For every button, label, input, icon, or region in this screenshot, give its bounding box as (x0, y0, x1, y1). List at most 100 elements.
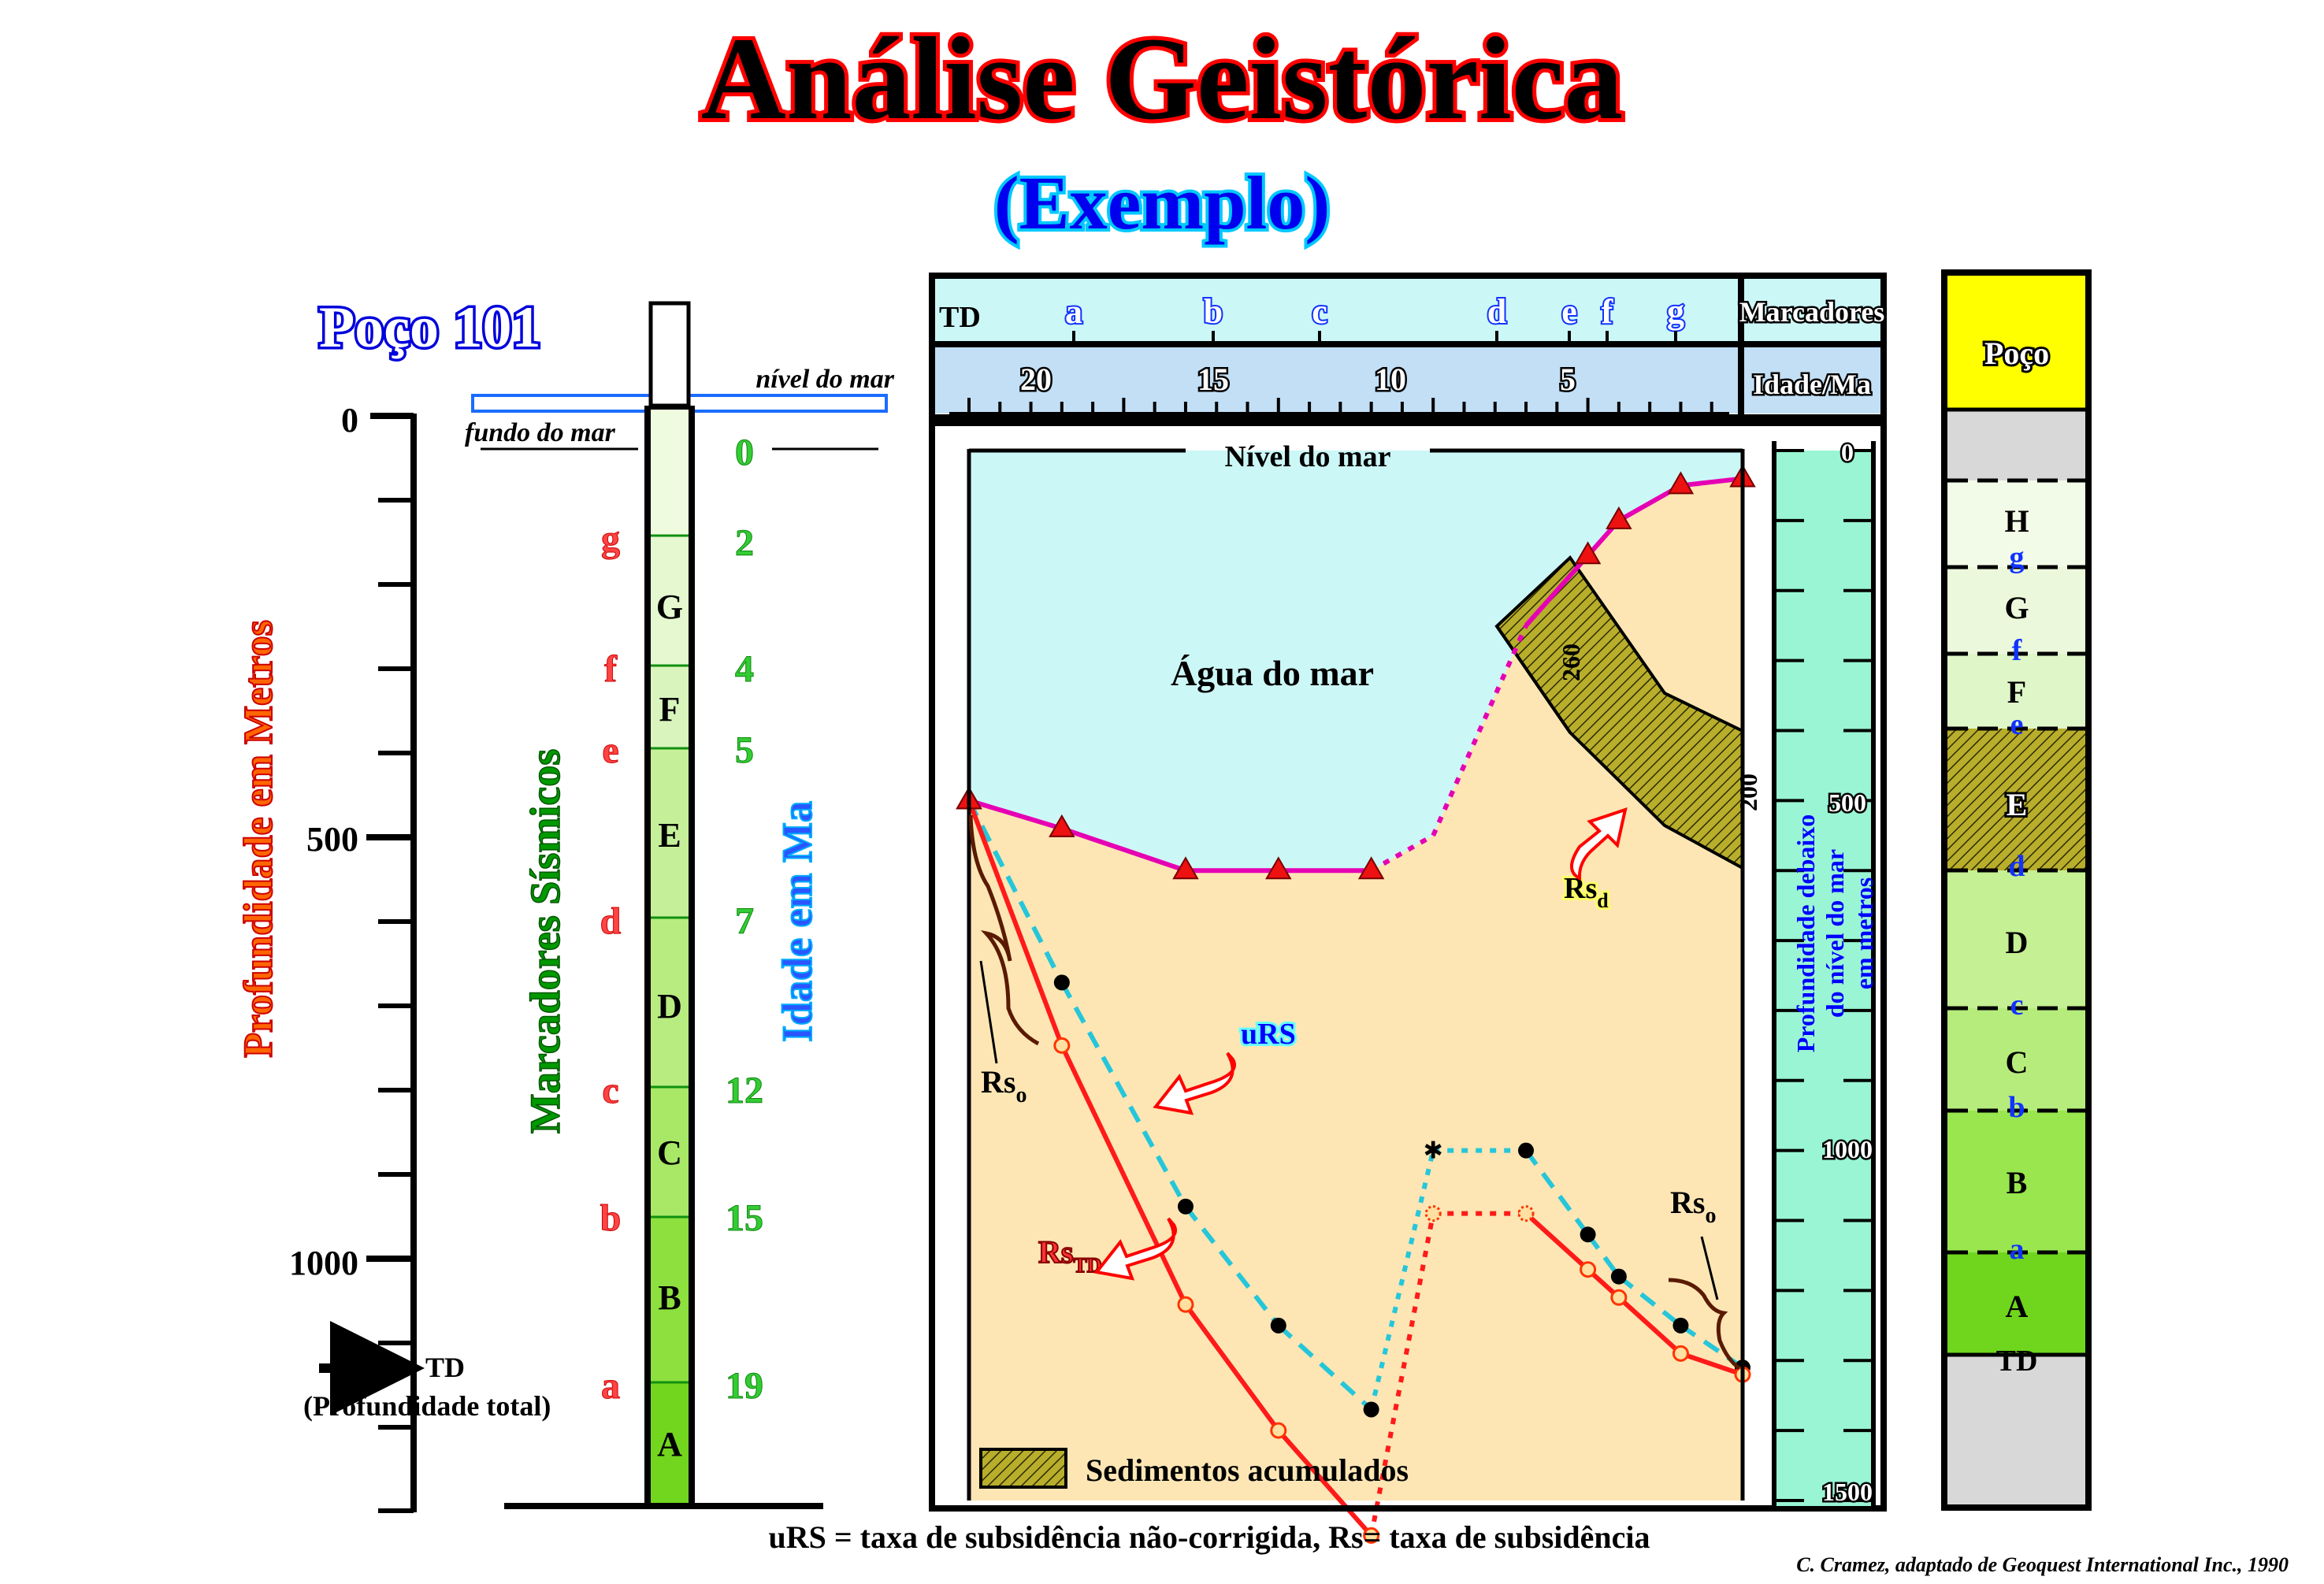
marker-letter: f (604, 648, 618, 690)
rs-point (1177, 1296, 1194, 1313)
markers-header: Marcadores (1739, 296, 1885, 328)
well-column-right (1941, 269, 2092, 1511)
thickness-260: 260 (1557, 644, 1585, 681)
td-caption: (Profundidade total) (303, 1390, 551, 1422)
rs-td-label: RsTD (1038, 1234, 1102, 1277)
urs-segment (1368, 1149, 1436, 1411)
formation-label: C (657, 1133, 682, 1172)
column-unit: A (2006, 1289, 2029, 1324)
column-marker: b (2008, 1091, 2025, 1124)
rs-point (1363, 1527, 1380, 1544)
sea-floor-segment (1524, 554, 1590, 628)
age-tick-label: 15 (1197, 362, 1229, 397)
sea-floor-point (1049, 814, 1075, 837)
urs-point (1053, 974, 1070, 991)
page-title: Análise Geistórica (701, 13, 1624, 144)
top-marker-label: e (1561, 292, 1577, 331)
column-marker: g (2010, 541, 2025, 574)
top-marker-label: d (1487, 292, 1506, 331)
sea-floor-segment (1370, 833, 1435, 873)
sea-floor-segment (1060, 826, 1186, 874)
urs-segment (1617, 1274, 1683, 1328)
age-strip (934, 347, 1738, 414)
urs-segment (1060, 981, 1188, 1208)
age-axis-label: Idade em Ma (774, 801, 821, 1042)
thickness-200: 200 (1734, 773, 1762, 811)
depth-tick-1000: 1000 (289, 1244, 358, 1282)
rs-point (1053, 1037, 1071, 1054)
rs-segment (1680, 1351, 1743, 1377)
urs-point (1672, 1317, 1689, 1334)
marker-letter: g (601, 518, 620, 560)
formation-label: F (659, 690, 681, 729)
depth-axis (366, 413, 417, 1513)
column-unit: D (2006, 925, 2029, 960)
column-marker: e (2010, 708, 2024, 741)
age-axis (949, 398, 1744, 415)
markers-axis-label: Marcadores Sísmicos (522, 749, 569, 1133)
marker-age: 2 (735, 522, 754, 564)
urs-point (1363, 1401, 1379, 1418)
top-label-td: TD (939, 301, 981, 334)
age-tick-label: 10 (1375, 362, 1406, 397)
column-header: Poço (1984, 336, 2049, 371)
depth-scale-label: do nível do mar (1821, 849, 1849, 1018)
urs-point (1610, 1268, 1627, 1285)
page-subtitle: (Exemplo) (994, 161, 1331, 245)
column-marker: c (2010, 989, 2024, 1022)
rs-o-brace-right (1668, 1278, 1741, 1371)
marker-age: 7 (735, 900, 754, 942)
top-marker-label: b (1204, 292, 1223, 331)
depth-scale-label: Profundidade debaixo (1791, 814, 1820, 1053)
column-unit: B (2007, 1165, 2028, 1200)
rs-segment (1276, 1429, 1373, 1538)
footer-credit: C. Cramez, adaptado de Geoquest Internat… (1796, 1553, 2289, 1576)
sea-floor-segment (1431, 624, 1528, 837)
td-label: TD (425, 1352, 465, 1383)
depth-tick-0: 0 (341, 401, 358, 440)
sea-floor-point (1172, 856, 1199, 880)
depth-scale-tick: 500 (1828, 788, 1866, 817)
urs-segment (1183, 1204, 1281, 1327)
marker-letter: d (600, 900, 622, 942)
top-marker-label: g (1667, 292, 1684, 331)
marker-age: 5 (735, 729, 754, 771)
urs-segment (1276, 1323, 1373, 1412)
depth-axis-label: Profundidade em Metros (236, 620, 281, 1058)
column-unit: F (2007, 674, 2026, 710)
formation-label: B (658, 1278, 681, 1317)
sea-level-line-label: Nível do mar (1224, 440, 1390, 473)
rs-point (1424, 1205, 1442, 1222)
rs-segment (967, 799, 1064, 1047)
seawater-area (969, 451, 1743, 871)
age-header: Idade/Ma (1753, 369, 1871, 400)
marker-age: 12 (726, 1070, 763, 1111)
depth-scale-tick: 1500 (1822, 1478, 1873, 1506)
rs-o-brace-left (968, 814, 1040, 1046)
marker-letter: e (602, 729, 618, 771)
legend-swatch (979, 1448, 1067, 1489)
top-marker-label: c (1312, 292, 1327, 331)
rs-segment (1524, 1211, 1590, 1271)
formation-label: A (657, 1425, 682, 1463)
top-marker-label: f (1602, 292, 1614, 331)
sea-level-label: nível do mar (755, 365, 894, 394)
column-marker: d (2008, 850, 2025, 883)
markers-strip (934, 278, 1738, 343)
urs-point (1518, 1142, 1535, 1159)
urs-label: uRS (1241, 1018, 1296, 1051)
urs-point: ✱ (1424, 1138, 1443, 1164)
depth-tick-500: 500 (306, 820, 358, 859)
marker-age: 19 (726, 1365, 763, 1407)
marker-age: 0 (735, 432, 754, 473)
formation-label: E (658, 816, 681, 855)
column-marker: f (2012, 634, 2023, 667)
rs-o-label-left: Rso (981, 1064, 1026, 1107)
urs-point (1580, 1226, 1596, 1243)
rs-segment (1060, 1044, 1188, 1306)
age-tick-label: 20 (1020, 362, 1052, 397)
footer-caption: uRS = taxa de subsidência não-corrigida,… (768, 1519, 1650, 1555)
rs-point (1270, 1422, 1287, 1439)
rs-point (1580, 1261, 1597, 1278)
